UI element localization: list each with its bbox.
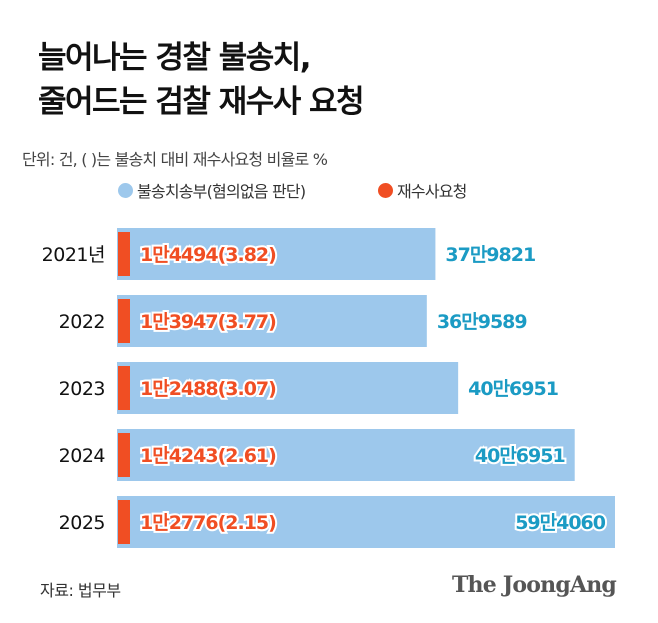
- reinvestigation-data-label: 1만4494(3.82): [140, 244, 276, 266]
- reinvestigation-data-label: 1만2776(2.15): [140, 512, 276, 534]
- bar-reinvestigation: [118, 299, 130, 343]
- category-label: 2022: [59, 311, 105, 333]
- bar-non-referral: [117, 362, 459, 414]
- legend-swatch-blue: [118, 182, 133, 198]
- category-label: 2025: [59, 512, 105, 534]
- non-referral-data-label: 36만9589: [437, 311, 527, 333]
- category-label: 2023: [59, 378, 105, 400]
- non-referral-data-label: 40만6951: [475, 445, 565, 467]
- source-note: 자료: 법무부: [40, 581, 121, 600]
- legend-label: 재수사요청: [397, 182, 467, 201]
- bar-non-referral: [117, 295, 427, 347]
- bar-non-referral: [117, 496, 615, 548]
- reinvestigation-data-label: 1만3947(3.77): [140, 311, 276, 333]
- bar-non-referral: [117, 228, 436, 280]
- category-label: 2024: [59, 445, 106, 467]
- bar-reinvestigation: [118, 433, 130, 477]
- category-label: 2021년: [42, 244, 105, 266]
- bar-reinvestigation: [118, 366, 130, 410]
- title-line-1: 늘어나는 경찰 불송치,: [38, 40, 312, 76]
- title-line-2: 줄어드는 검찰 재수사 요청: [38, 84, 365, 120]
- bar-reinvestigation: [118, 232, 130, 276]
- reinvestigation-data-label: 1만4243(2.61): [140, 445, 276, 467]
- legend-item-non-referral: 불송치송부(혐의없음 판단): [118, 178, 306, 202]
- chart-title: 늘어나는 경찰 불송치, 줄어드는 검찰 재수사 요청: [38, 36, 365, 124]
- non-referral-data-label: 59만4060: [515, 512, 606, 534]
- bar-non-referral: [117, 429, 575, 481]
- legend-label: 불송치송부(혐의없음 판단): [137, 182, 306, 201]
- publisher-logo: The JoongAng: [451, 572, 617, 598]
- unit-note: 단위: 건, ( )는 불송치 대비 재수사요청 비율로 %: [22, 150, 328, 169]
- non-referral-data-label: 37만9821: [445, 244, 535, 266]
- bar-reinvestigation: [118, 500, 130, 544]
- legend-swatch-red: [378, 182, 393, 198]
- non-referral-data-label: 40만6951: [468, 378, 558, 400]
- legend-item-reinvestigation: 재수사요청: [378, 178, 467, 202]
- reinvestigation-data-label: 1만2488(3.07): [140, 378, 276, 400]
